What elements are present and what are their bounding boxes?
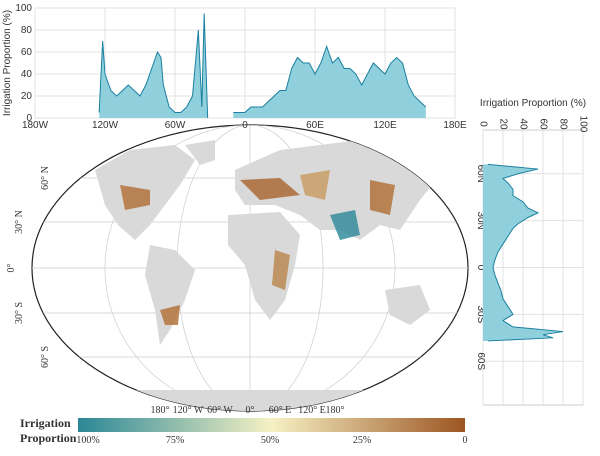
x-tick-label: 120W [92,120,119,131]
x-tick-label: 40 [517,118,528,130]
y-tick-label: 60 [21,47,33,58]
lon-label: 60° W [207,405,233,416]
lat-label: 0° [6,264,17,273]
lon-label: 120° E [298,405,326,416]
x-tick-label: 0 [242,120,248,131]
irrigation-patches [120,170,395,325]
lon-label: 180° [151,405,170,416]
y-axis-label: Irrigation Proportion (%) [2,10,13,116]
map-labels: 180° 120° W 60° W 0° 60° E 120° E 180°60° N30°… [6,166,345,416]
x-axis-label: Irrigation Proportion (%) [480,98,586,109]
x-tick-label: 180E [443,120,467,131]
x-tick-label: 180W [22,120,49,131]
area [99,13,426,118]
y-tick-label: 100 [15,3,32,14]
y-tick-label: 20 [21,91,33,102]
x-tick-label: 120E [373,120,397,131]
colorbar-title: Irrigation [20,416,71,430]
lon-label: 0° [246,405,255,416]
colorbar-title: Proportion [20,431,77,445]
x-tick-label: 60W [165,120,186,131]
line [487,163,564,342]
colorbar-label: 0 [463,435,468,446]
line [98,13,427,119]
lat-label: 60° N [40,166,51,190]
colorbar [78,418,465,432]
colorbar-label: 25% [353,435,371,446]
y-tick-label: 0 [475,265,486,271]
map [31,124,469,412]
x-tick-label: 20 [497,118,508,130]
lat-label: 30° N [14,210,25,234]
y-tick-label: 30N [475,211,486,229]
y-tick-label: 40 [21,69,33,80]
lon-label: 60° E [269,405,292,416]
y-tick-label: 30S [475,305,486,323]
colorbar-label: 50% [261,435,279,446]
x-tick-label: 60E [306,120,324,131]
lon-label: 120° W [173,405,204,416]
y-tick-label: 0 [26,113,32,124]
lat-label: 60° S [40,346,51,368]
area [483,164,563,341]
x-tick-label: 100 [577,116,588,133]
y-tick-label: 60S [475,352,486,370]
lat-label: 30° S [14,302,25,324]
y-tick-label: 80 [21,25,33,36]
x-tick-label: 0 [477,121,488,127]
colorbar-label: 100% [76,435,99,446]
x-tick-label: 60 [537,118,548,130]
y-tick-label: 60N [475,165,486,183]
x-tick-label: 80 [557,118,568,130]
colorbar-label: 75% [166,435,184,446]
lon-label: 180° [326,405,345,416]
